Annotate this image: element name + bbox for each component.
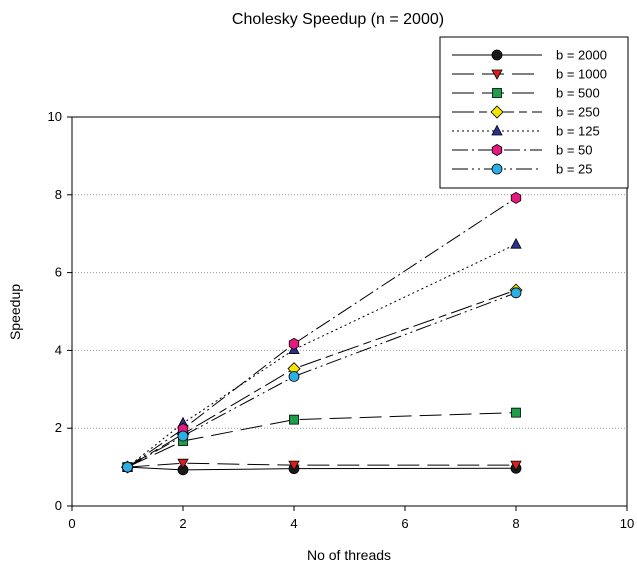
legend-label: b = 25 [556, 162, 593, 177]
x-axis-label: No of threads [307, 547, 391, 563]
series-group [120, 191, 523, 476]
legend-label: b = 125 [556, 124, 600, 139]
marker-diamond [490, 105, 504, 119]
marker-hexagon [288, 337, 300, 350]
marker-square [289, 414, 299, 425]
marker-circle [122, 461, 133, 473]
chart-title: Cholesky Speedup (n = 2000) [232, 11, 444, 28]
legend-label: b = 2000 [556, 48, 607, 63]
marker-circle [491, 163, 503, 175]
x-tick-label: 2 [179, 516, 186, 531]
y-tick-label: 10 [48, 109, 62, 124]
marker-triangle-down [288, 460, 300, 471]
marker-circle [288, 371, 300, 382]
series-5 [122, 191, 522, 474]
y-tick-label: 8 [55, 187, 62, 202]
series-line [127, 289, 517, 468]
series-line [127, 462, 516, 468]
legend-label: b = 50 [556, 143, 593, 158]
legend-item-5: b = 50 [452, 143, 593, 158]
marker-circle [491, 49, 503, 61]
marker-circle [510, 287, 522, 299]
marker-circle [177, 430, 189, 442]
marker-square [511, 407, 521, 418]
marker-hexagon [491, 144, 503, 156]
y-tick-label: 6 [55, 265, 62, 280]
legend-label: b = 500 [556, 86, 600, 101]
axis-ticks: 0 2 4 6 8 10 0 2 4 6 8 10 [48, 109, 635, 531]
plot-area [71, 116, 628, 507]
series-line [127, 466, 517, 471]
marker-triangle-up [491, 124, 503, 136]
series-line [127, 197, 517, 468]
legend: b = 2000 b = 1000 b = 500 b = 250 b = 125 b =… [439, 36, 629, 189]
x-tick-label: 4 [290, 516, 297, 531]
y-tick-label: 0 [55, 498, 62, 513]
marker-hexagon [510, 191, 522, 204]
series-6 [122, 287, 522, 473]
legend-label: b = 250 [556, 105, 600, 120]
legend-item-6: b = 25 [452, 162, 593, 177]
marker-triangle-up [510, 237, 522, 249]
x-tick-label: 8 [512, 516, 519, 531]
x-tick-label: 10 [620, 516, 634, 531]
y-tick-label: 4 [55, 342, 62, 357]
legend-item-3: b = 250 [452, 105, 600, 120]
x-tick-label: 6 [401, 516, 408, 531]
legend-item-2: b = 500 [452, 86, 600, 101]
series-1 [121, 458, 522, 473]
legend-item-0: b = 2000 [452, 48, 607, 63]
y-tick-label: 2 [55, 420, 62, 435]
marker-square [492, 88, 502, 98]
marker-triangle-down [177, 458, 189, 470]
legend-item-4: b = 125 [452, 124, 600, 139]
marker-triangle-down [510, 460, 522, 471]
marker-triangle-down [491, 69, 503, 80]
grid [72, 194, 627, 429]
y-axis-label: Speedup [7, 284, 23, 340]
x-tick-label: 0 [68, 516, 75, 531]
legend-label: b = 1000 [556, 67, 607, 82]
legend-item-1: b = 1000 [452, 67, 607, 82]
series-line [127, 243, 517, 468]
series-line [127, 292, 517, 468]
series-line [127, 412, 517, 468]
